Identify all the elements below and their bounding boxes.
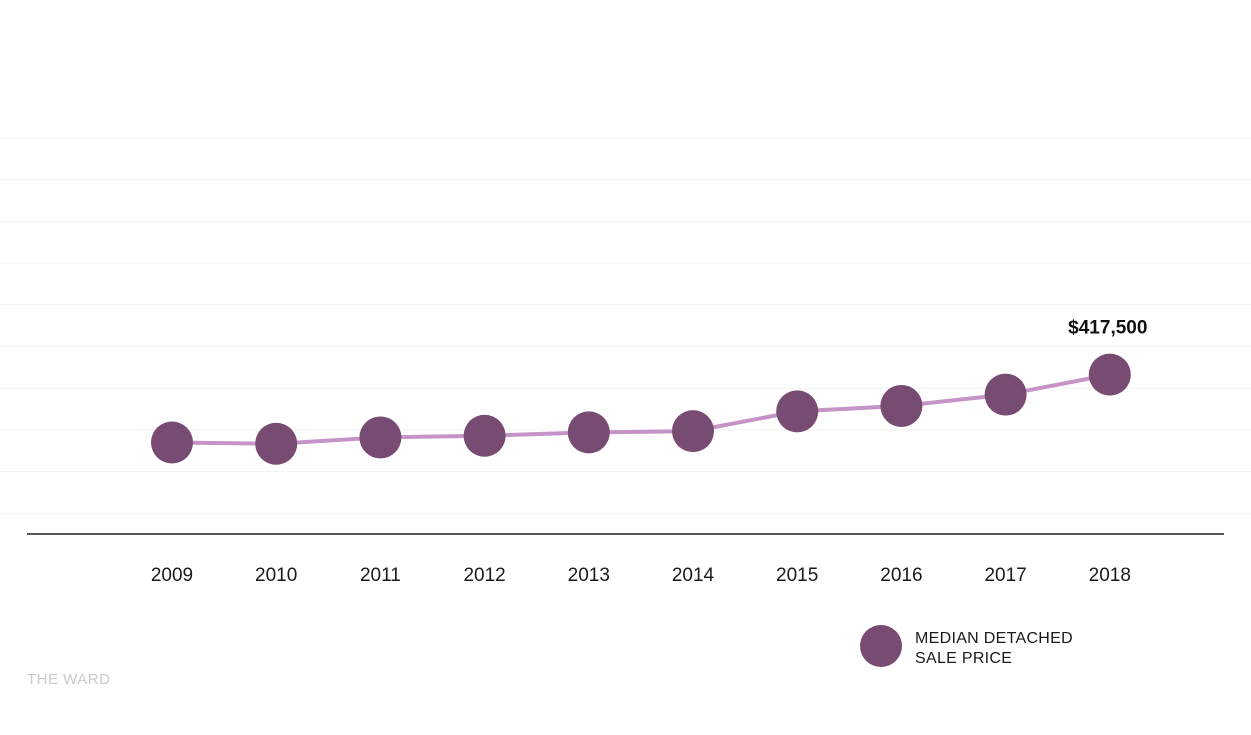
x-tick-label-2015: 2015: [776, 565, 818, 586]
data-point-2017: [984, 373, 1027, 416]
data-point-2011: [359, 416, 402, 459]
data-point-2016: [880, 384, 923, 427]
data-point-2018: [1088, 353, 1131, 396]
series-line-layer: [171, 372, 1111, 446]
legend-label-line-1: MEDIAN DETACHED: [915, 630, 1073, 647]
credit-text: THE WARD: [27, 671, 110, 688]
data-point-2015: [776, 390, 819, 433]
data-point-2014: [672, 410, 714, 453]
annotations: $417,500: [1068, 318, 1147, 339]
x-axis-ticks: 2009 2010 2011 2012 2013 2014 2015 2016 2017 2018: [151, 565, 1131, 586]
legend: MEDIAN DETACHED SALE PRICE: [860, 625, 1073, 667]
legend-marker: [860, 625, 902, 667]
gridlines: [0, 137, 1251, 514]
x-tick-label-2018: 2018: [1089, 565, 1131, 586]
data-point-2010: [255, 422, 298, 465]
legend-label-line-2: SALE PRICE: [915, 650, 1012, 667]
x-tick-label-2011: 2011: [360, 565, 401, 586]
data-point-2013: [567, 411, 610, 454]
data-point-2009: [151, 421, 193, 464]
x-tick-label-2017: 2017: [984, 565, 1026, 586]
x-tick-label-2009: 2009: [151, 565, 193, 586]
x-tick-label-2010: 2010: [255, 565, 297, 586]
series-line: [171, 372, 1111, 446]
x-tick-label-2013: 2013: [568, 565, 610, 586]
series-markers: [151, 353, 1131, 465]
data-label-2018: $417,500: [1068, 318, 1147, 339]
x-tick-label-2012: 2012: [463, 565, 505, 586]
x-tick-label-2014: 2014: [672, 565, 715, 586]
data-point-2012: [463, 414, 506, 457]
x-tick-label-2016: 2016: [880, 565, 922, 586]
